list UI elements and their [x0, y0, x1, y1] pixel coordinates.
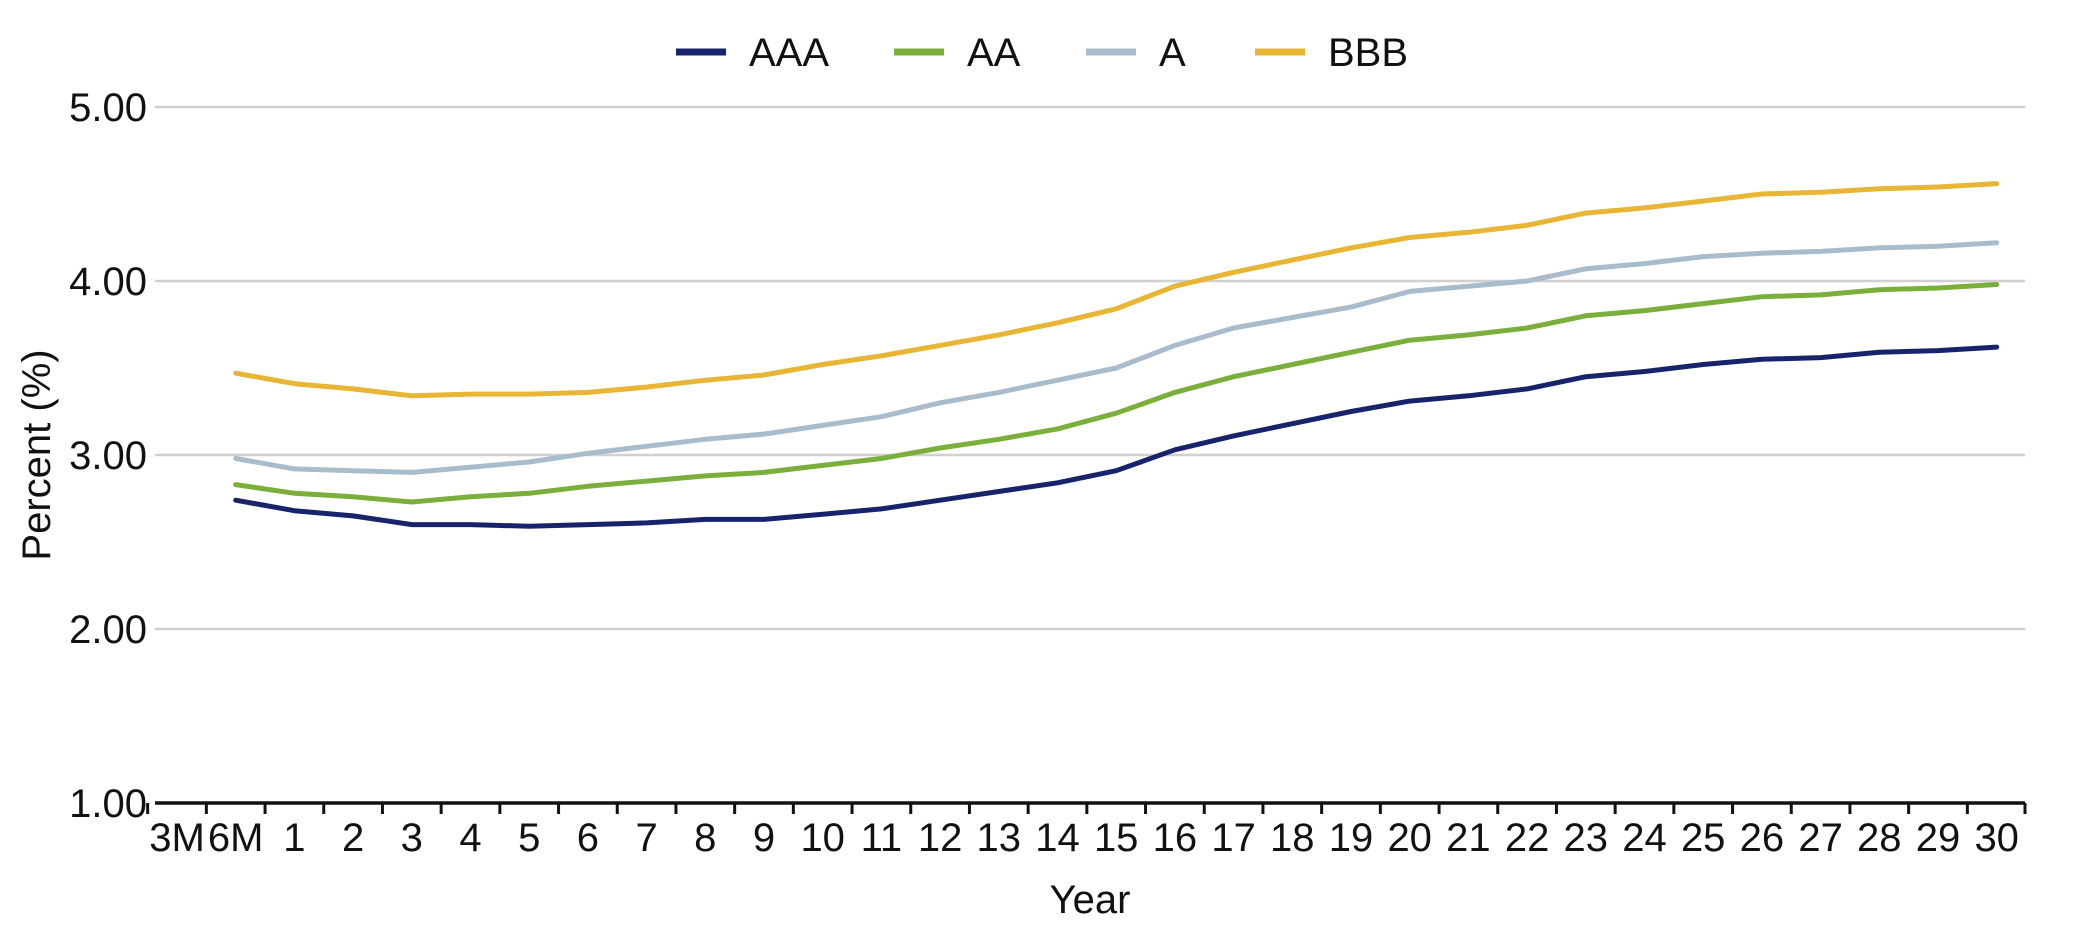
series-line-aa — [233, 282, 2000, 505]
x-tick-label: 16 — [1153, 816, 1198, 860]
x-tick-label: 29 — [1916, 816, 1961, 860]
x-tick-label: 30 — [1974, 816, 2019, 860]
series-line-a — [233, 240, 2000, 475]
y-tick-label: 1.00 — [69, 782, 147, 826]
x-tick-label: 13 — [977, 816, 1022, 860]
x-axis-title: Year — [1050, 878, 1131, 922]
gridlines — [155, 105, 2025, 631]
legend-label: BBB — [1328, 31, 1408, 75]
x-tick-label: 25 — [1681, 816, 1726, 860]
x-tick-label: 6M — [208, 816, 264, 860]
legend-label: A — [1159, 31, 1186, 75]
x-tick-label: 15 — [1094, 816, 1139, 860]
series-line-bbb — [233, 181, 2000, 399]
x-tick-label: 11 — [861, 816, 903, 860]
x-tick-label: 24 — [1622, 816, 1667, 860]
x-tick-label: 9 — [753, 816, 775, 860]
x-tick-label: 6 — [577, 816, 599, 860]
x-tick-label: 8 — [694, 816, 716, 860]
y-axis: 5.00 4.00 3.00 2.00 1.00 — [69, 86, 147, 826]
y-tick-label: 4.00 — [69, 260, 147, 304]
y-tick-label: 3.00 — [69, 434, 147, 478]
x-axis: 3M 6M 1 2 3 4 5 6 7 8 9 10 11 12 13 14 15 16 17 18 19 20 21 22 2… — [146, 801, 2027, 860]
x-tick-label: 2 — [342, 816, 364, 860]
series-lines — [233, 181, 2000, 529]
x-tick-label: 27 — [1798, 816, 1843, 860]
x-tick-label: 19 — [1329, 816, 1374, 860]
legend-label: AA — [967, 31, 1021, 75]
x-tick-label: 28 — [1857, 816, 1902, 860]
x-tick-label: 5 — [518, 816, 540, 860]
x-tick-label: 20 — [1387, 816, 1432, 860]
x-tick-label: 17 — [1211, 816, 1256, 860]
x-tick-label: 14 — [1035, 816, 1080, 860]
x-tick-label: 10 — [800, 816, 845, 860]
x-tick-label: 26 — [1740, 816, 1785, 860]
y-axis-title: Percent (%) — [15, 349, 59, 560]
x-tick-label: 18 — [1270, 816, 1315, 860]
legend-label: AAA — [749, 31, 829, 75]
x-tick-label: 3M — [149, 816, 205, 860]
x-tick-label: 7 — [635, 816, 657, 860]
y-tick-label: 2.00 — [69, 608, 147, 652]
x-tick-label: 4 — [459, 816, 481, 860]
series-line-aaa — [233, 344, 2000, 529]
x-tick-label: 22 — [1505, 816, 1550, 860]
x-tick-label: 23 — [1564, 816, 1609, 860]
y-tick-label: 5.00 — [69, 86, 147, 130]
x-tick-label: 1 — [283, 816, 305, 860]
x-tick-label: 21 — [1446, 816, 1491, 860]
x-tick-label: 12 — [918, 816, 963, 860]
x-tick-label: 3 — [401, 816, 423, 860]
legend: AAA AA A BBB — [676, 31, 1408, 75]
